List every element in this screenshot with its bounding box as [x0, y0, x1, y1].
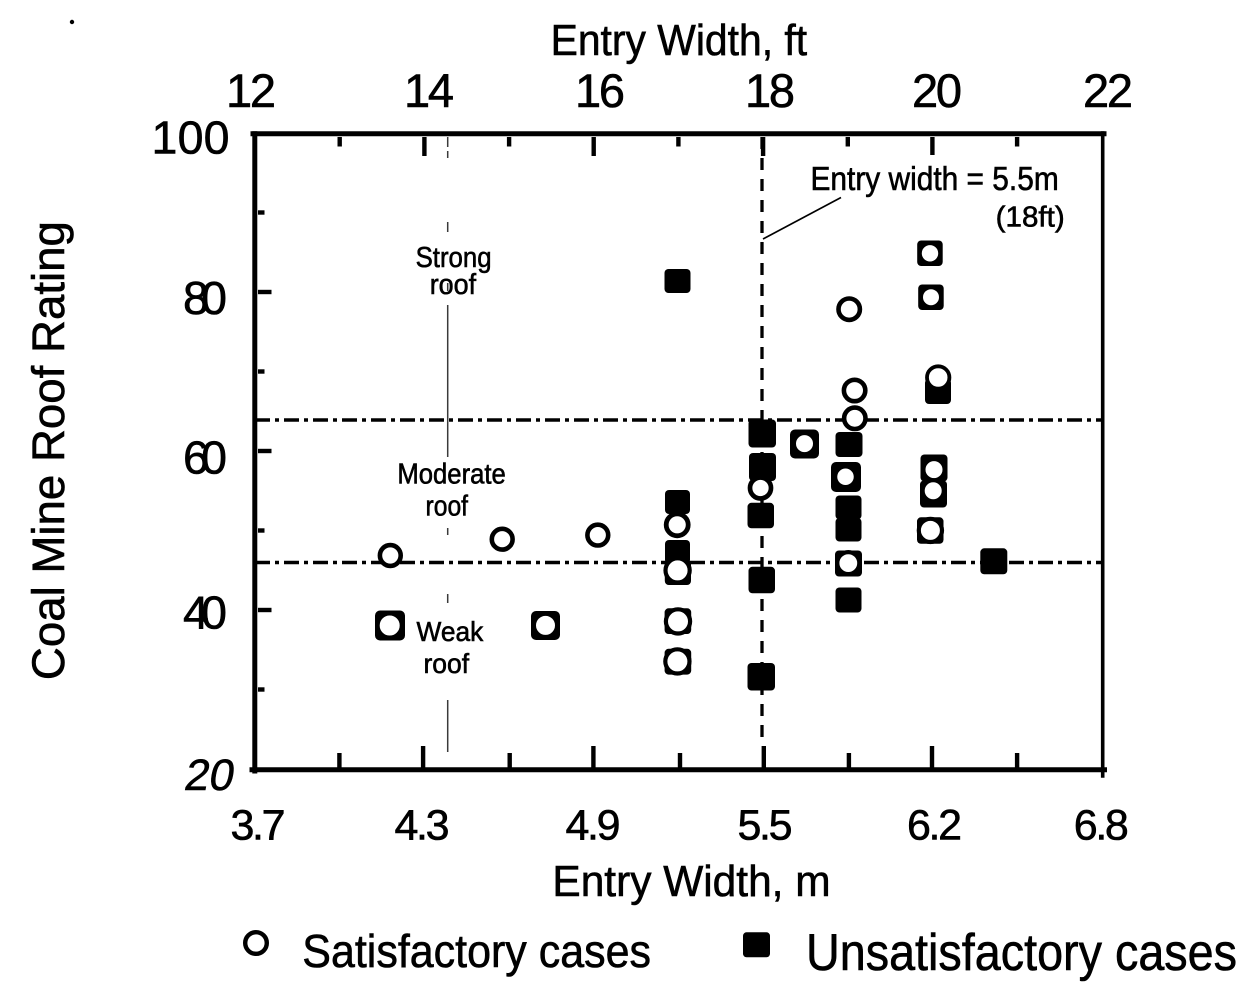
svg-text:60: 60 [183, 432, 227, 484]
svg-text:Weak: Weak [417, 616, 485, 647]
svg-text:Moderate: Moderate [397, 459, 505, 491]
svg-text:Coal Mine Roof Rating: Coal Mine Roof Rating [23, 221, 74, 680]
svg-text:(18ft): (18ft) [996, 202, 1065, 234]
svg-text:20: 20 [181, 751, 239, 800]
svg-text:100: 100 [152, 112, 230, 164]
svg-text:22: 22 [1083, 64, 1133, 117]
svg-text:6.8: 6.8 [1074, 802, 1129, 850]
svg-text:16: 16 [575, 64, 625, 117]
svg-text:12: 12 [226, 64, 276, 117]
svg-text:Entry Width, m: Entry Width, m [552, 857, 830, 906]
svg-text:6.2: 6.2 [907, 802, 962, 850]
svg-text:roof: roof [424, 648, 470, 679]
svg-text:Entry width = 5.5m: Entry width = 5.5m [811, 160, 1059, 197]
svg-text:Unsatisfactory cases: Unsatisfactory cases [806, 924, 1237, 982]
svg-text:14: 14 [404, 64, 454, 117]
svg-text:Entry Width, ft: Entry Width, ft [551, 16, 808, 65]
svg-text:Strong: Strong [416, 242, 492, 274]
svg-text:3.7: 3.7 [231, 802, 286, 850]
svg-text:4.9: 4.9 [566, 802, 621, 850]
svg-text:5.5: 5.5 [738, 802, 793, 850]
svg-text:roof: roof [430, 269, 477, 301]
svg-text:roof: roof [426, 491, 469, 523]
svg-text:40: 40 [183, 586, 227, 638]
svg-text:Satisfactory cases: Satisfactory cases [302, 925, 651, 977]
svg-text:4.3: 4.3 [395, 802, 450, 850]
svg-text:20: 20 [912, 64, 962, 117]
svg-text:18: 18 [745, 64, 795, 117]
svg-text:80: 80 [183, 272, 227, 324]
